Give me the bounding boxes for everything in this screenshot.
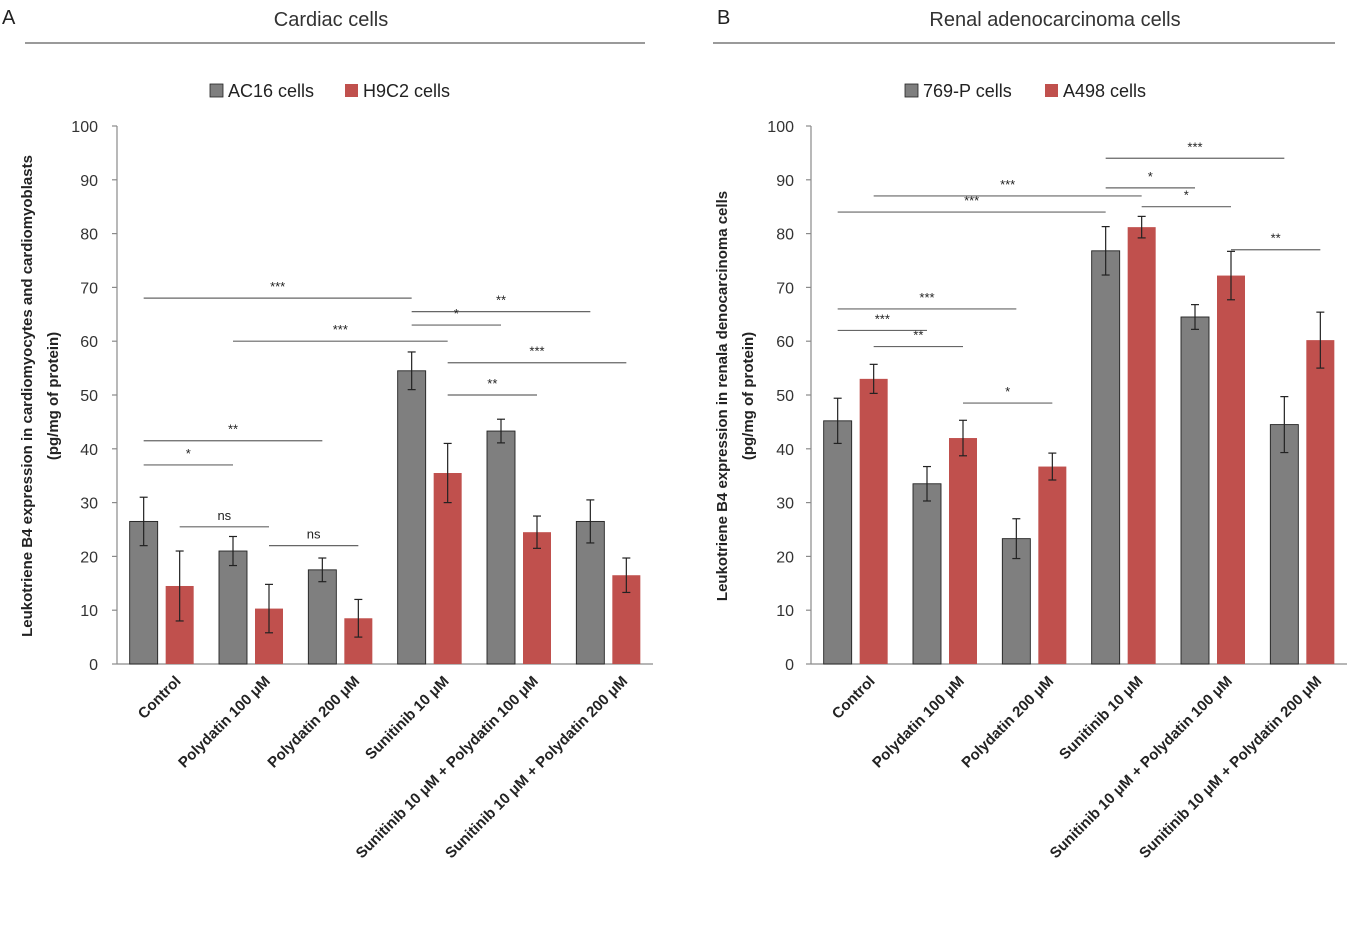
significance-label: ***: [1000, 177, 1015, 192]
x-category-label: Sunitinib 10 μM: [362, 673, 452, 763]
y-tick-label: 10: [776, 603, 794, 620]
y-axis-label-b-line1: Leukotriene B4 expression in renala deno…: [714, 191, 731, 601]
significance-label: *: [454, 306, 459, 321]
bar-a498-cells-3: [1127, 227, 1156, 665]
bar-769-p-cells-4: [1180, 316, 1210, 665]
significance-label: ***: [529, 344, 544, 359]
significance-label: ns: [217, 508, 231, 523]
significance-label: **: [913, 328, 923, 343]
legend-a: AC16 cells H9C2 cells: [209, 81, 450, 101]
panel-letter-a: A: [2, 7, 16, 29]
x-category-label: Polydatin 100 μM: [175, 673, 274, 772]
y-tick-label: 40: [80, 442, 98, 459]
y-axis-label-b-line2: (pg/mg of protein): [740, 332, 757, 460]
y-tick-label: 70: [776, 280, 794, 297]
bar-769-p-cells-3: [1091, 250, 1121, 665]
y-tick-label: 100: [71, 119, 98, 136]
y-tick-label: 50: [80, 388, 98, 405]
significance-label: *: [186, 446, 191, 461]
significance-label: **: [1271, 231, 1281, 246]
y-tick-label: 90: [80, 173, 98, 190]
significance-label: ***: [333, 322, 348, 337]
y-tick-label: 90: [776, 173, 794, 190]
y-tick-label: 30: [80, 496, 98, 513]
chart-title-b: Renal adenocarcinoma cells: [929, 9, 1180, 31]
y-tick-label: 100: [767, 119, 794, 136]
y-tick-label: 80: [80, 227, 98, 244]
bar-ac16-cells-1: [218, 550, 248, 665]
chart-title-a: Cardiac cells: [274, 9, 388, 31]
bar-a498-cells-1: [949, 438, 977, 664]
x-category-label: Sunitinib 10 μM + Polydatin 200 μM: [1136, 673, 1325, 862]
bar-a498-cells-4: [1217, 275, 1245, 664]
panel-a: A Cardiac cells AC16 cells H9C2 cells Le…: [2, 7, 653, 862]
bar-h9c2-cells-3: [433, 473, 462, 664]
legend-label-769p: 769-P cells: [923, 81, 1012, 101]
x-category-label: Sunitinib 10 μM + Polydatin 200 μM: [442, 673, 631, 862]
legend-b: 769-P cells A498 cells: [904, 81, 1146, 101]
x-category-label: Sunitinib 10 μM: [1056, 673, 1146, 763]
y-tick-label: 60: [80, 334, 98, 351]
bar-a498-cells-2: [1038, 466, 1067, 664]
bar-769-p-cells-1: [912, 483, 942, 665]
panel-letter-b: B: [717, 7, 730, 29]
bar-769-p-cells-5: [1269, 424, 1299, 665]
y-axis-label-a-line1: Leukotriene B4 expression in cardiomyocy…: [19, 155, 36, 637]
bar-ac16-cells-4: [486, 430, 516, 665]
significance-label: ***: [964, 193, 979, 208]
x-category-label: Sunitinib 10 μM + Polydatin 100 μM: [353, 673, 542, 862]
y-tick-label: 20: [80, 549, 98, 566]
y-axis-label-a-line2: (pg/mg of protein): [45, 332, 62, 460]
legend-label-a498: A498 cells: [1063, 81, 1146, 101]
bar-ac16-cells-2: [307, 569, 337, 665]
legend-label-h9c2: H9C2 cells: [363, 81, 450, 101]
significance-label: *: [1148, 169, 1153, 184]
x-category-label: Control: [135, 673, 185, 723]
significance-label: **: [487, 376, 497, 391]
significance-label: **: [496, 293, 506, 308]
significance-label: ***: [919, 290, 934, 305]
y-tick-label: 60: [776, 334, 794, 351]
y-tick-label: 50: [776, 388, 794, 405]
significance-label: ***: [270, 279, 285, 294]
panel-b: B Renal adenocarcinoma cells 769-P cells…: [713, 7, 1347, 862]
y-tick-label: 20: [776, 549, 794, 566]
significance-label: *: [1005, 384, 1010, 399]
legend-swatch-ac16: [209, 83, 224, 98]
legend-swatch-h9c2: [345, 84, 358, 97]
significance-label: *: [1184, 188, 1189, 203]
y-tick-label: 70: [80, 280, 98, 297]
legend-swatch-a498: [1045, 84, 1058, 97]
significance-label: ***: [875, 311, 890, 326]
y-tick-label: 10: [80, 603, 98, 620]
legend-label-ac16: AC16 cells: [228, 81, 314, 101]
significance-label: **: [228, 422, 238, 437]
y-tick-label: 0: [785, 657, 794, 674]
y-tick-label: 40: [776, 442, 794, 459]
legend-swatch-769p: [904, 83, 919, 98]
x-category-label: Polydatin 200 μM: [264, 673, 363, 772]
x-category-label: Polydatin 200 μM: [958, 673, 1057, 772]
bar-769-p-cells-2: [1001, 538, 1031, 665]
x-category-label: Polydatin 100 μM: [869, 673, 968, 772]
y-axis-label-b: Leukotriene B4 expression in renala deno…: [714, 191, 757, 601]
bar-h9c2-cells-4: [523, 532, 551, 664]
y-axis-label-a: Leukotriene B4 expression in cardiomyocy…: [19, 155, 62, 637]
bar-769-p-cells-0: [823, 420, 853, 665]
bar-a498-cells-5: [1306, 340, 1335, 664]
y-tick-label: 0: [89, 657, 98, 674]
y-tick-label: 30: [776, 496, 794, 513]
significance-label: ***: [1187, 139, 1202, 154]
bar-a498-cells-0: [859, 378, 888, 664]
bar-ac16-cells-3: [397, 370, 427, 665]
bar-ac16-cells-5: [575, 520, 605, 665]
x-category-label: Sunitinib 10 μM + Polydatin 100 μM: [1047, 673, 1236, 862]
y-tick-label: 80: [776, 227, 794, 244]
significance-label: ns: [307, 527, 321, 542]
x-category-label: Control: [829, 673, 879, 723]
